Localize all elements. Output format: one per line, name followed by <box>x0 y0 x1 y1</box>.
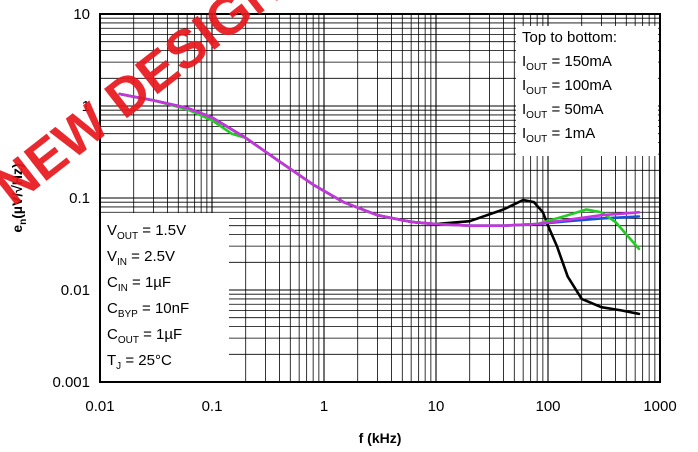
y-tick-label: 0.01 <box>61 282 90 299</box>
watermark-text: NEW DESIGN <box>0 0 295 217</box>
x-tick-label: 100 <box>535 398 560 415</box>
legend-entry: IOUT = 100mA <box>522 77 612 97</box>
grid <box>100 14 660 382</box>
legend-box-background <box>516 26 658 156</box>
legend-entry: IOUT = 150mA <box>522 53 612 73</box>
condition-line: CBYP = 10nF <box>107 300 189 320</box>
y-axis-title-main: e <box>9 225 25 233</box>
condition-line: VOUT = 1.5V <box>107 222 186 242</box>
conditions-box-background <box>101 213 229 381</box>
legend-entry: IOUT = 1mA <box>522 125 595 145</box>
x-tick-label: 10 <box>428 398 445 415</box>
y-axis-title-sub: n <box>18 219 29 225</box>
y-tick-label: 1 <box>82 98 90 115</box>
series-lines <box>118 92 641 316</box>
watermark: NEW DESIGN <box>0 0 295 217</box>
conditions-box: VOUT = 1.5V VIN = 2.5V CIN = 1µF CBYP = 10n… <box>101 213 229 381</box>
y-tick-label: 0.1 <box>69 190 90 207</box>
condition-line: COUT = 1µF <box>107 326 182 346</box>
x-tick-label: 0.1 <box>202 398 223 415</box>
y-axis-title: en(µV/√Hz) <box>9 163 29 232</box>
y-tick-label: 0.001 <box>52 374 90 391</box>
series-line-4 <box>118 92 641 227</box>
legend-entry: IOUT = 50mA <box>522 101 604 121</box>
condition-line: VIN = 2.5V <box>107 248 175 268</box>
legend-title: Top to bottom: <box>522 29 617 46</box>
x-tick-label: 1000 <box>643 398 676 415</box>
plot-frame <box>99 13 661 383</box>
x-tick-labels: 0.01 0.1 1 10 100 1000 <box>85 398 676 415</box>
legend-box: Top to bottom: IOUT = 150mA IOUT = 100mA IO… <box>516 26 658 156</box>
y-axis-title-units: (µV/√Hz) <box>9 163 25 218</box>
y-tick-labels: 0.001 0.01 0.1 1 10 <box>52 6 90 391</box>
y-tick-label: 10 <box>73 6 90 23</box>
condition-line: CIN = 1µF <box>107 274 171 294</box>
x-tick-label: 0.01 <box>85 398 114 415</box>
x-tick-label: 1 <box>320 398 328 415</box>
condition-line: TJ = 25°C <box>107 352 172 372</box>
x-axis-title: f (kHz) <box>359 430 402 446</box>
